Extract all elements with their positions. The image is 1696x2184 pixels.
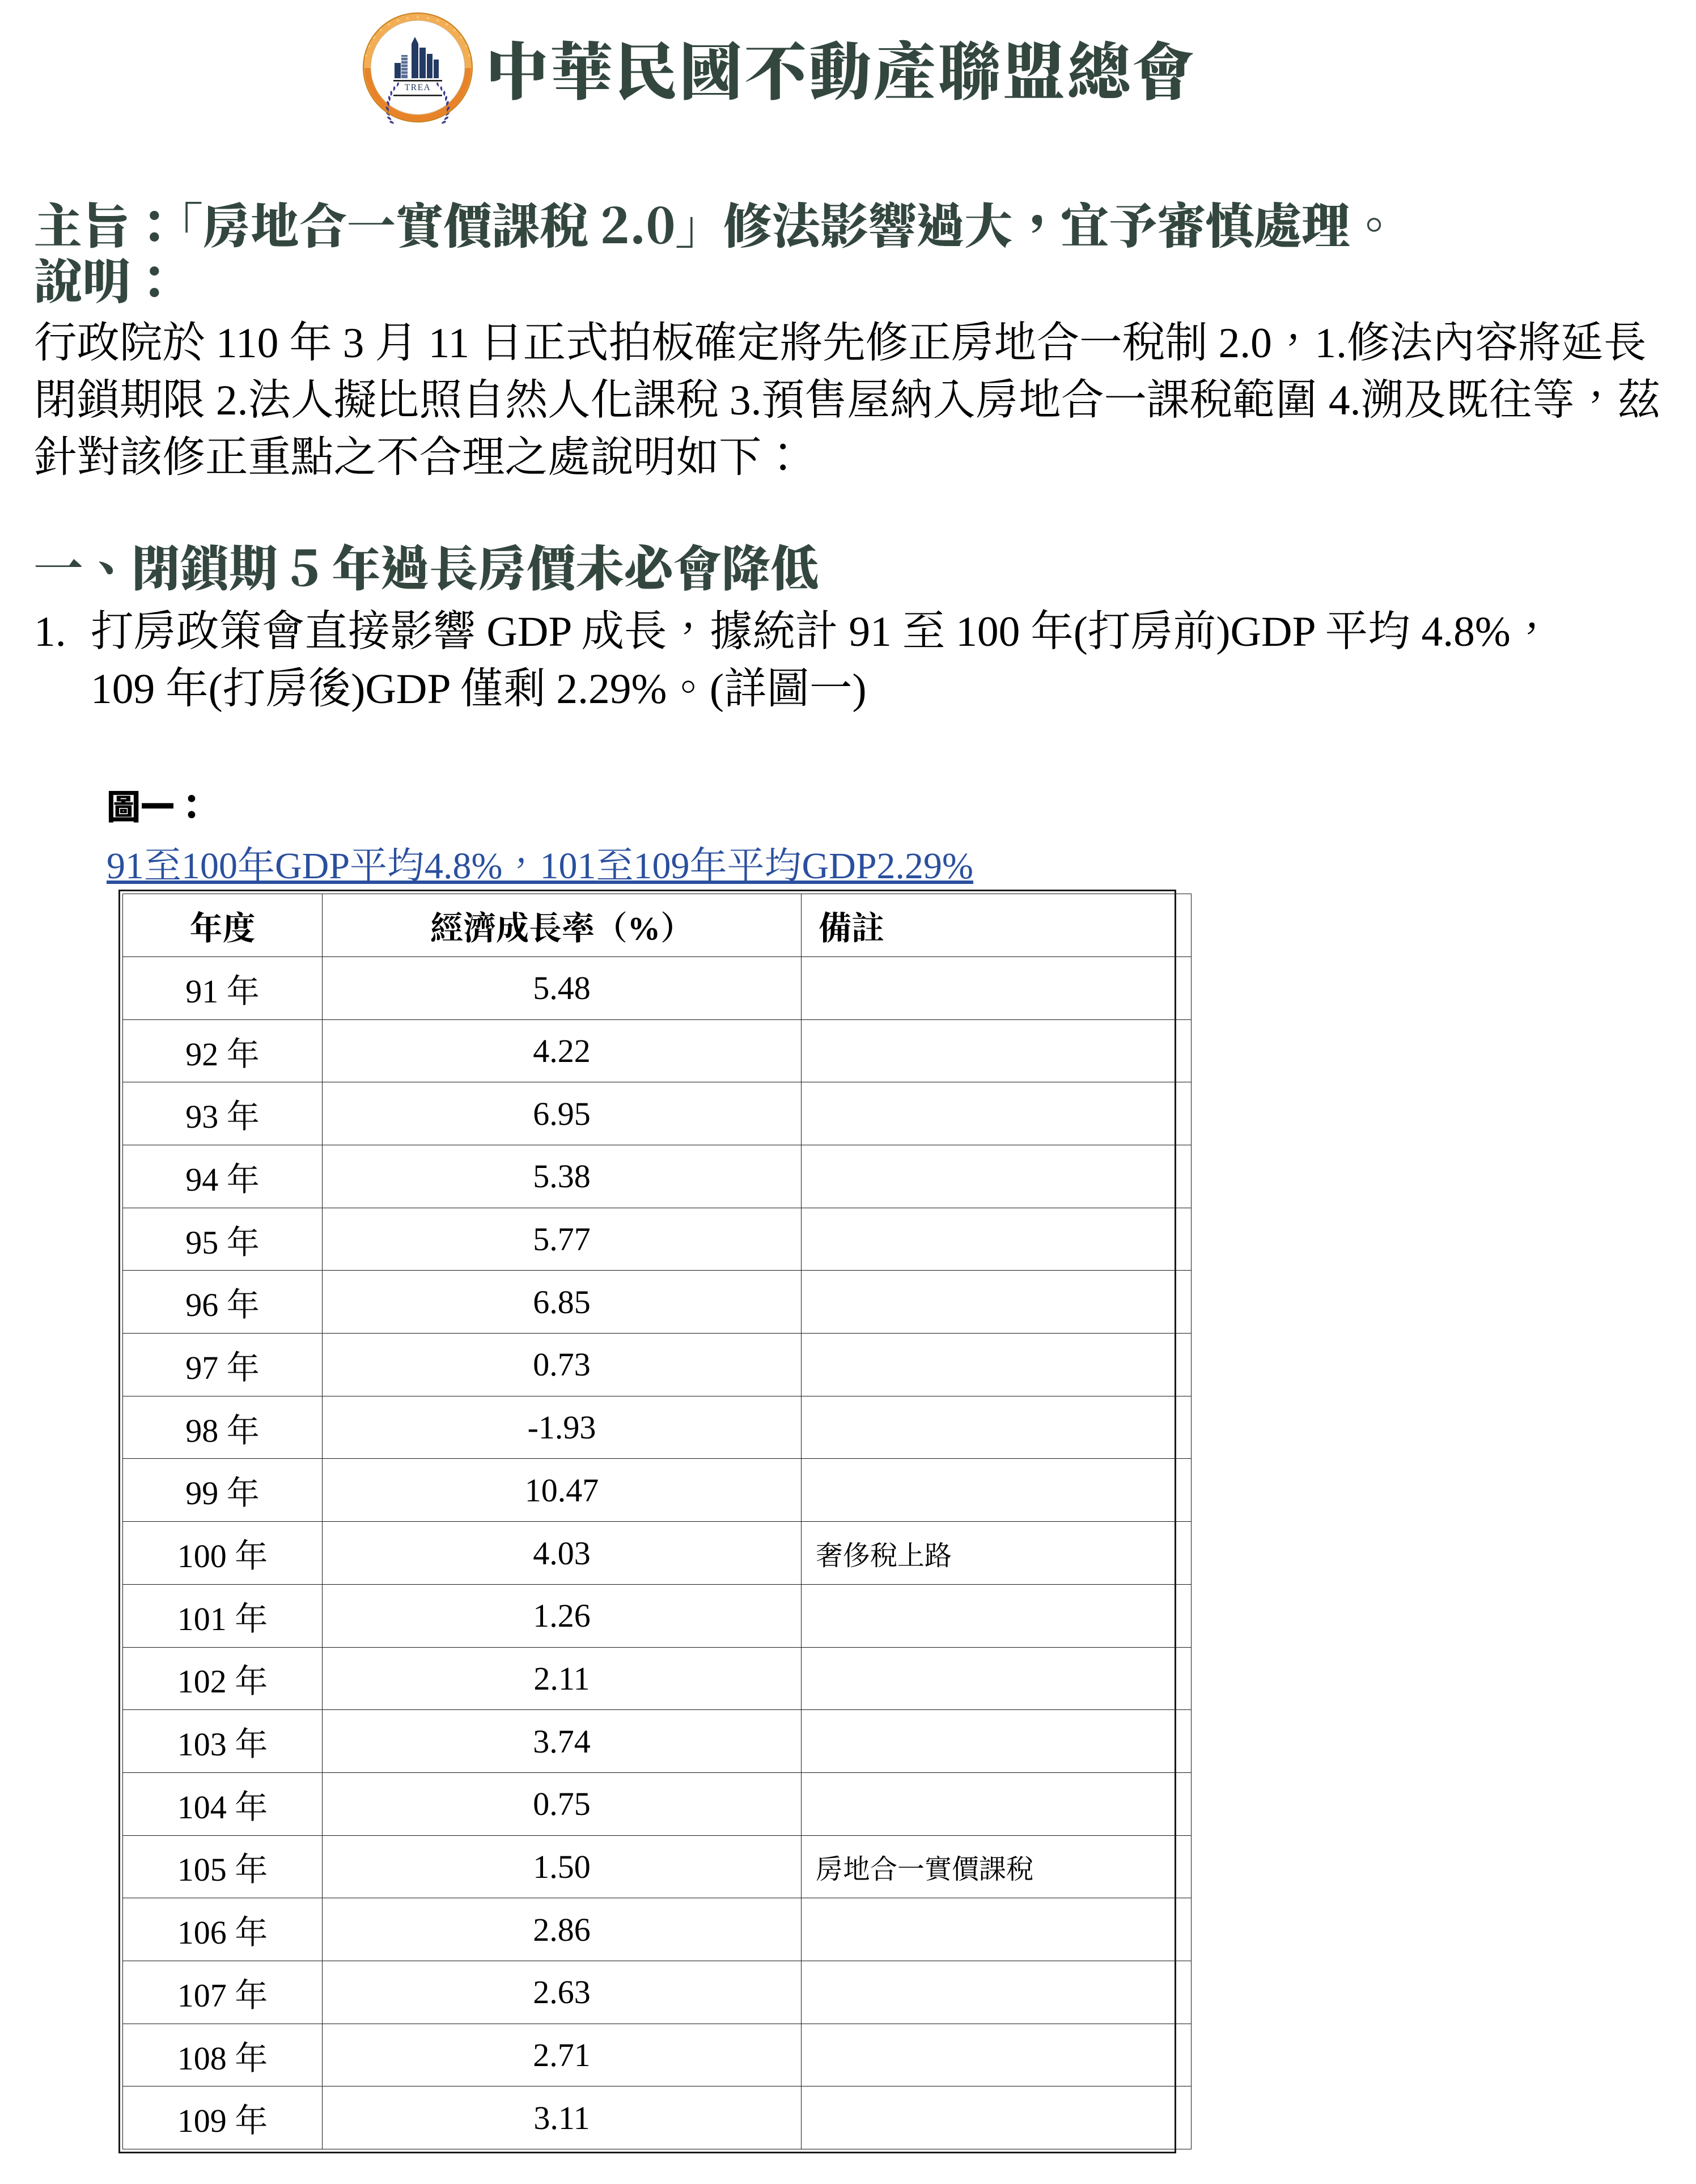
svg-text:TREA: TREA <box>405 83 431 92</box>
